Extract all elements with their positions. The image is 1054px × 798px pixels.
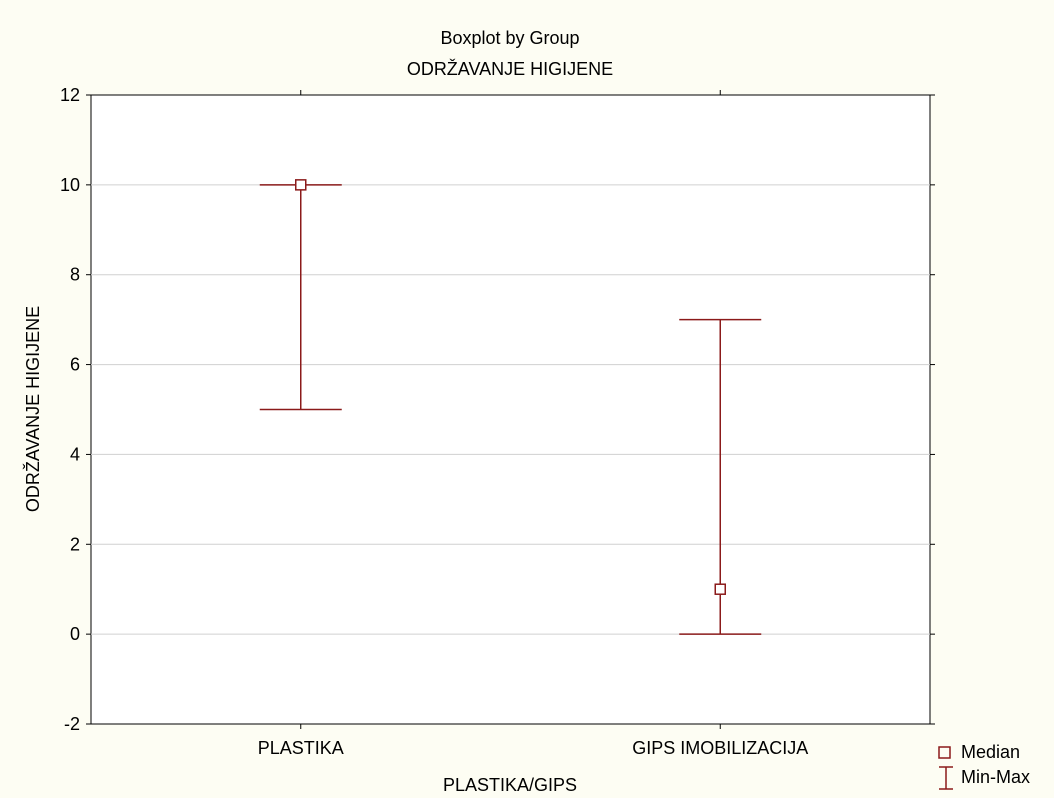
y-tick-label: 0 [70,624,80,644]
y-tick-label: -2 [64,714,80,734]
legend-median-icon [938,746,951,759]
boxplot-series [259,179,762,635]
plot-area [90,94,931,725]
y-tick-label: 4 [70,444,80,464]
box-group [259,179,342,411]
x-axis: PLASTIKA GIPS IMOBILIZACIJA [258,90,808,758]
y-tick-label: 6 [70,355,80,375]
median-marker [714,583,726,595]
x-axis-label: PLASTIKA/GIPS [443,775,577,795]
y-tick-label: 2 [70,534,80,554]
x-tick-label: PLASTIKA [258,738,344,758]
y-tick-label: 8 [70,265,80,285]
y-tick-label: 12 [60,85,80,105]
box-group [679,318,762,635]
legend-minmax-icon [939,766,953,790]
legend: Median Min-Max [938,742,1030,790]
chart-subtitle: ODRŽAVANJE HIGIJENE [407,59,613,79]
grid-lines [91,184,930,635]
legend-median-label: Median [961,742,1020,762]
chart-title: Boxplot by Group [440,28,579,48]
y-axis: -2 0 2 4 6 8 10 12 [60,85,935,734]
legend-minmax-label: Min-Max [961,767,1030,787]
median-marker [295,179,307,191]
y-axis-label: ODRŽAVANJE HIGIJENE [23,306,43,512]
x-tick-label: GIPS IMOBILIZACIJA [632,738,808,758]
y-tick-label: 10 [60,175,80,195]
